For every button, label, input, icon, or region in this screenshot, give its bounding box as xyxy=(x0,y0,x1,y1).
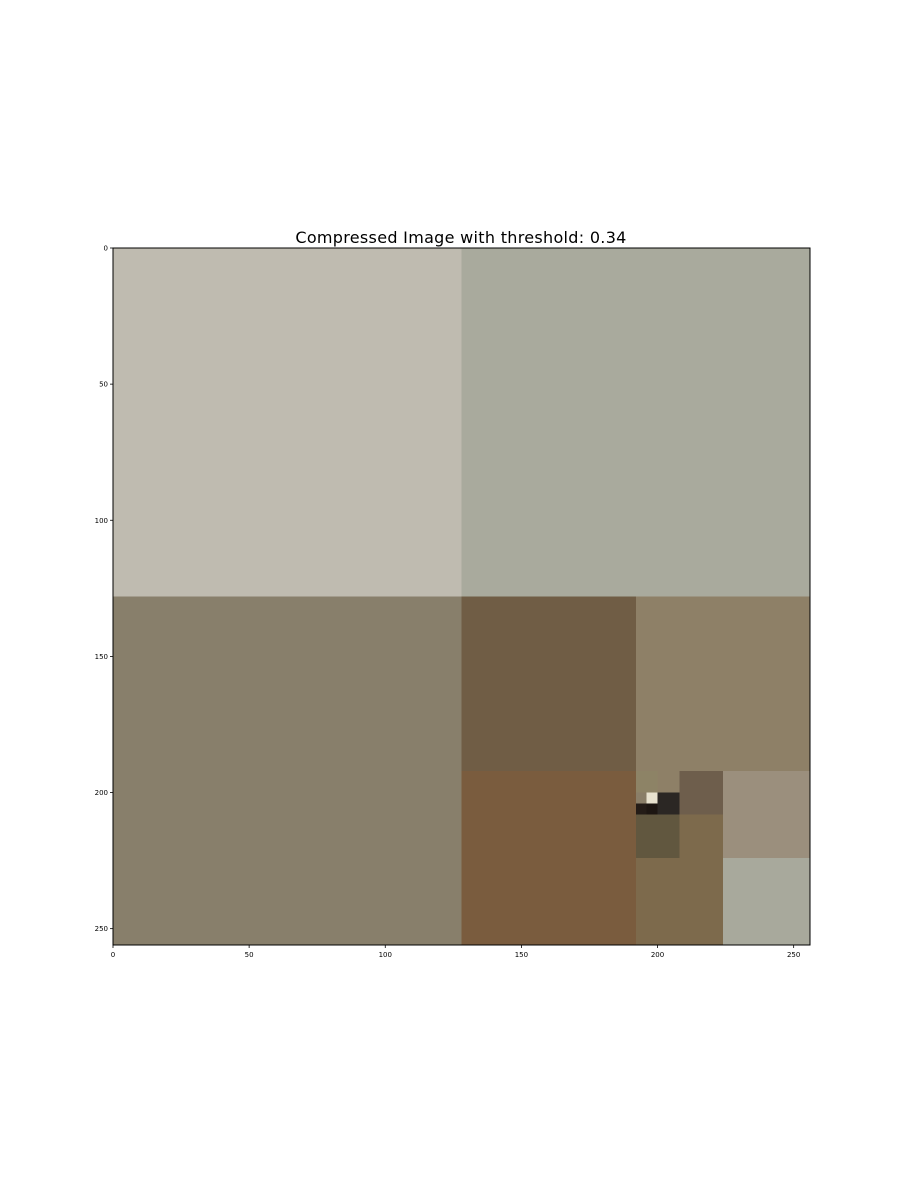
y-tick-label-3: 150 xyxy=(95,653,108,661)
y-tick-label-1: 50 xyxy=(99,381,108,389)
y-tick-label-0: 0 xyxy=(104,245,108,253)
plot-frame xyxy=(112,247,811,946)
image-block-7 xyxy=(722,857,810,945)
image-block-6 xyxy=(722,770,810,858)
x-tick-label-1: 50 xyxy=(245,951,254,959)
image-block-5 xyxy=(461,770,636,945)
x-tick-label-5: 250 xyxy=(787,951,800,959)
y-tick-label-5: 250 xyxy=(95,925,108,933)
x-tick-label-2: 100 xyxy=(379,951,392,959)
y-tick-label-2: 100 xyxy=(95,517,108,525)
image-block-14 xyxy=(635,792,647,804)
image-block-16 xyxy=(635,803,647,815)
image-block-8 xyxy=(635,857,723,945)
image-block-1 xyxy=(461,248,810,597)
image-block-4 xyxy=(635,596,810,771)
image-block-18 xyxy=(657,792,680,815)
image-block-15 xyxy=(646,792,658,804)
y-tick-label-4: 200 xyxy=(95,789,108,797)
x-axis: 0 50 100 150 200 250 xyxy=(111,945,800,959)
image-block-12 xyxy=(635,770,658,793)
x-tick-label-3: 150 xyxy=(515,951,528,959)
image-block-3 xyxy=(461,596,636,771)
chart-title: Compressed Image with threshold: 0.34 xyxy=(295,228,626,247)
image-block-17 xyxy=(646,803,658,815)
y-axis: 0 50 100 150 200 250 xyxy=(95,245,113,933)
x-tick-label-0: 0 xyxy=(111,951,115,959)
image-block-10 xyxy=(679,814,723,858)
compressed-image xyxy=(113,248,810,945)
image-block-11 xyxy=(679,770,723,815)
image-block-9 xyxy=(635,814,680,858)
image-block-13 xyxy=(657,770,680,793)
image-block-0 xyxy=(113,248,462,597)
image-block-2 xyxy=(113,596,462,945)
x-tick-label-4: 200 xyxy=(651,951,664,959)
